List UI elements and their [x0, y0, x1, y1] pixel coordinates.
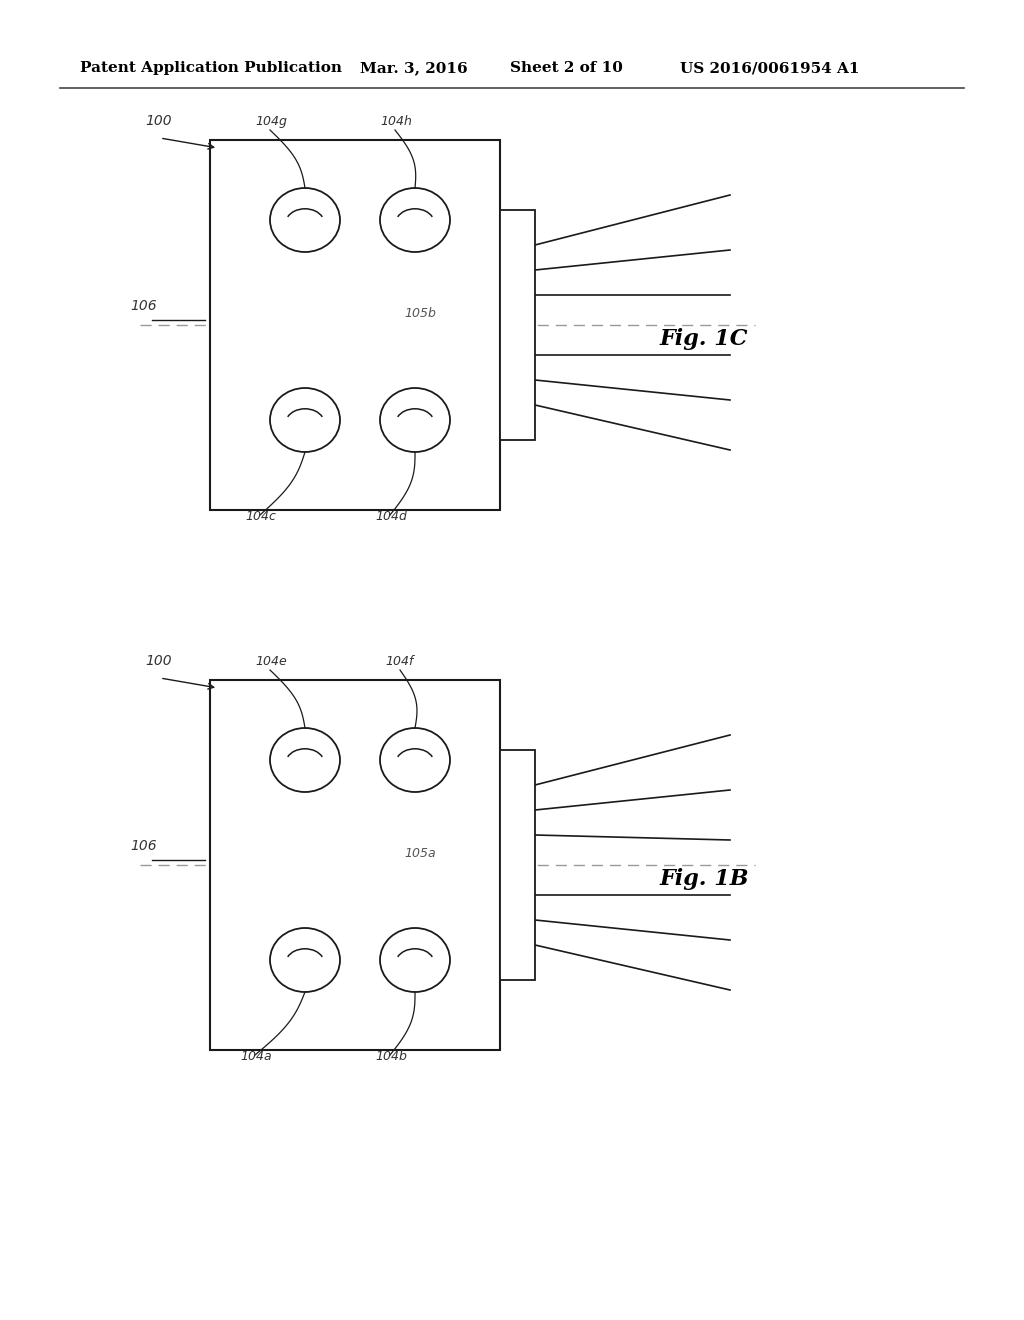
Text: 104d: 104d	[375, 510, 407, 523]
Text: 104a: 104a	[240, 1049, 271, 1063]
Text: 100: 100	[145, 114, 172, 128]
Text: 104f: 104f	[385, 655, 414, 668]
Bar	[210, 680, 500, 1049]
Text: Fig. 1B: Fig. 1B	[660, 869, 750, 890]
Text: 104c: 104c	[245, 510, 275, 523]
Text: Fig. 1C: Fig. 1C	[660, 327, 749, 350]
Ellipse shape	[270, 928, 340, 993]
Ellipse shape	[270, 388, 340, 451]
Text: Patent Application Publication: Patent Application Publication	[80, 61, 342, 75]
Text: 104e: 104e	[255, 655, 287, 668]
Text: 104h: 104h	[380, 115, 412, 128]
Text: Mar. 3, 2016: Mar. 3, 2016	[360, 61, 468, 75]
Text: 104b: 104b	[375, 1049, 407, 1063]
Text: US 2016/0061954 A1: US 2016/0061954 A1	[680, 61, 859, 75]
Bar	[210, 140, 500, 510]
Ellipse shape	[380, 187, 450, 252]
Ellipse shape	[270, 729, 340, 792]
Text: 100: 100	[145, 653, 172, 668]
Ellipse shape	[380, 928, 450, 993]
Bar	[500, 210, 535, 440]
Ellipse shape	[380, 388, 450, 451]
Ellipse shape	[270, 187, 340, 252]
Ellipse shape	[380, 729, 450, 792]
Text: 105a: 105a	[404, 847, 436, 861]
Text: 104g: 104g	[255, 115, 287, 128]
Text: 106: 106	[130, 840, 157, 853]
Text: 105b: 105b	[404, 308, 436, 319]
Text: 106: 106	[130, 300, 157, 313]
Text: Sheet 2 of 10: Sheet 2 of 10	[510, 61, 623, 75]
Bar	[500, 750, 535, 979]
